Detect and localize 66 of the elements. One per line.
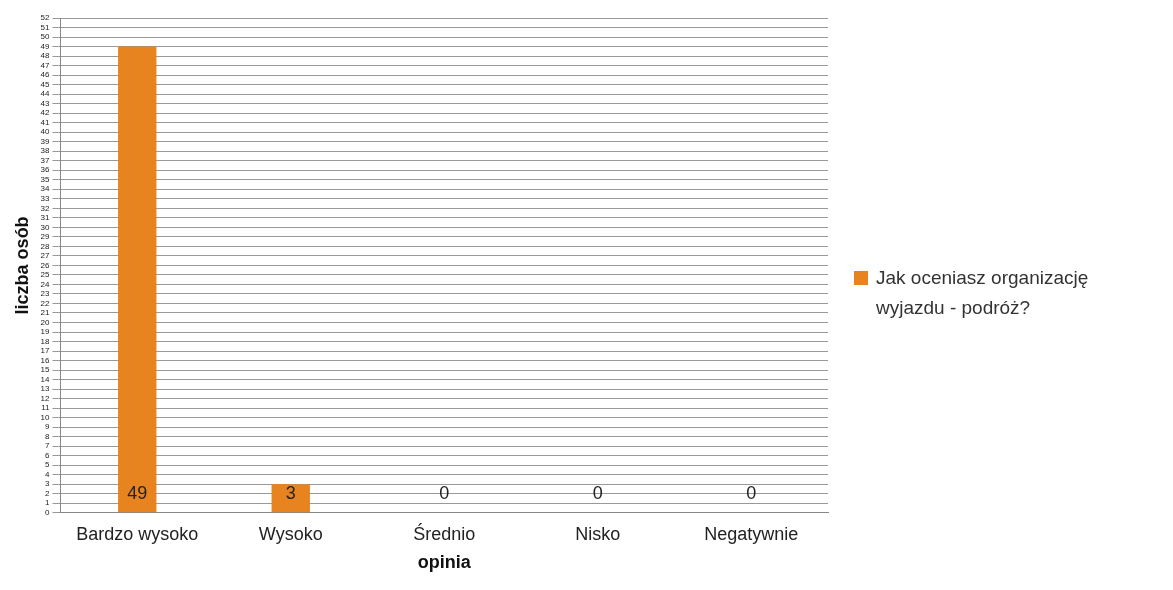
- y-tick-label: 46: [40, 70, 51, 80]
- y-axis-title: liczba osób: [11, 216, 32, 315]
- y-tick-label: 51: [40, 22, 51, 32]
- y-tick-label: 18: [40, 336, 51, 346]
- legend-label: Jak oceniasz organizację wyjazdu - podróż?: [876, 266, 1090, 320]
- y-tick-label: 42: [40, 108, 51, 118]
- y-tick-label: 19: [40, 327, 51, 337]
- y-tick-label: 36: [40, 165, 51, 175]
- y-tick-label: 33: [40, 194, 51, 203]
- x-tick-label: Negatywnie: [704, 523, 799, 544]
- y-tick-label: 16: [40, 355, 51, 365]
- y-tick-label: 17: [40, 346, 51, 356]
- y-tick-label: 28: [40, 241, 51, 251]
- y-tick-label: 8: [45, 431, 51, 441]
- y-tick-label: 52: [40, 13, 51, 23]
- y-tick-label: 43: [40, 98, 51, 108]
- x-tick-label: Wysoko: [258, 523, 323, 544]
- y-tick-label: 2: [45, 488, 51, 498]
- y-tick-label: 50: [40, 32, 51, 42]
- y-tick-label: 4: [45, 469, 51, 479]
- y-tick-label: 13: [40, 384, 51, 394]
- x-tick-label: Średnio: [413, 522, 476, 544]
- y-tick-label: 35: [40, 174, 51, 184]
- y-tick-label: 21: [40, 308, 51, 318]
- y-tick-label: 47: [40, 60, 51, 70]
- y-tick-label: 15: [40, 365, 51, 375]
- data-label: 0: [439, 482, 450, 503]
- y-tick-label: 5: [45, 460, 51, 470]
- data-label: 49: [127, 482, 148, 503]
- x-axis-title: opinia: [417, 552, 472, 573]
- y-tick-label: 12: [40, 393, 51, 403]
- y-tick-label: 45: [40, 79, 51, 89]
- x-tick-label: Nisko: [575, 523, 621, 544]
- y-tick-label: 24: [40, 279, 51, 289]
- y-tick-label: 30: [40, 222, 51, 232]
- y-tick-label: 3: [45, 479, 51, 489]
- y-tick-label: 11: [41, 403, 51, 413]
- y-tick-label: 31: [40, 213, 51, 223]
- x-tick-label: Bardzo wysoko: [76, 523, 199, 544]
- y-tick-label: 38: [40, 146, 51, 156]
- y-tick-label: 40: [40, 127, 51, 137]
- data-label: 0: [592, 482, 603, 503]
- y-tick-label: 7: [45, 441, 51, 451]
- y-tick-label: 6: [45, 450, 51, 460]
- y-tick-label: 34: [40, 184, 51, 194]
- y-tick-label: 22: [40, 298, 51, 308]
- y-tick-label: 9: [45, 422, 51, 432]
- y-tick-label: 1: [45, 498, 51, 508]
- y-tick-label: 25: [40, 270, 51, 280]
- y-tick-label: 14: [40, 374, 51, 384]
- y-tick-label: 48: [40, 51, 51, 61]
- y-tick-label: 23: [40, 289, 51, 299]
- y-tick-label: 20: [40, 317, 51, 327]
- y-tick-label: 41: [40, 117, 51, 127]
- y-tick-label: 29: [40, 232, 51, 242]
- data-label: 3: [285, 482, 296, 503]
- y-tick-label: 32: [40, 203, 51, 213]
- y-tick-label: 39: [40, 136, 51, 146]
- y-tick-label: 0: [45, 508, 51, 517]
- y-tick-label: 49: [40, 41, 51, 51]
- y-tick-label: 26: [40, 260, 51, 270]
- y-tick-label: 10: [40, 412, 51, 422]
- y-tick-label: 44: [40, 89, 51, 99]
- y-tick-label: 27: [40, 251, 51, 261]
- data-label: 0: [746, 482, 757, 503]
- y-tick-label: 37: [40, 155, 51, 165]
